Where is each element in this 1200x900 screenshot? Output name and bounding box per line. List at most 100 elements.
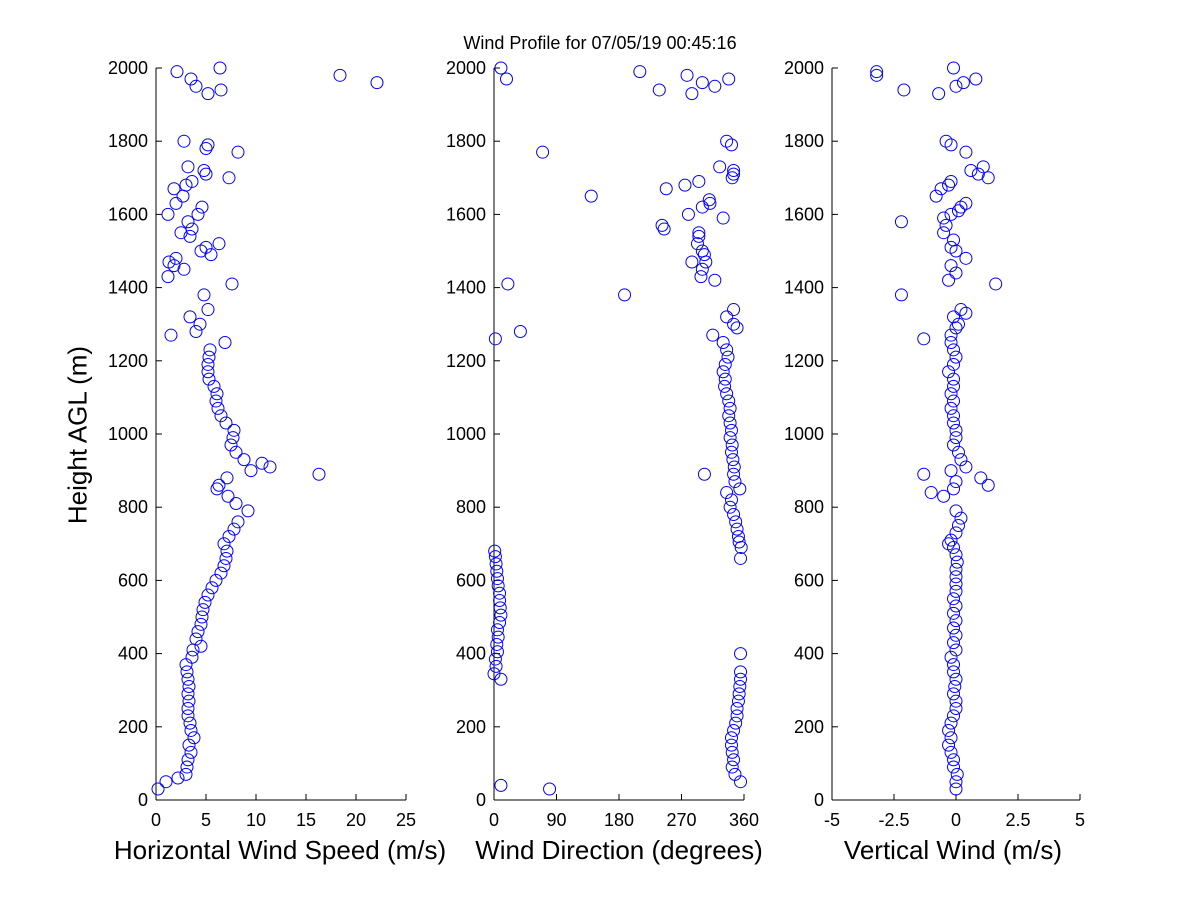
data-point (951, 204, 965, 218)
data-point (217, 559, 231, 573)
data-point (924, 486, 938, 500)
data-point (183, 310, 197, 324)
data-point (191, 625, 205, 639)
data-point (949, 694, 963, 708)
data-point (618, 288, 632, 302)
data-point (225, 277, 239, 291)
data-point (170, 65, 184, 79)
data-point (171, 771, 185, 785)
data-point (161, 207, 175, 221)
data-point (220, 471, 234, 485)
y-tick-label: 400 (794, 644, 824, 664)
data-point (255, 456, 269, 470)
data-point (210, 387, 224, 401)
data-point (181, 753, 195, 767)
data-point (725, 423, 738, 437)
data-point (944, 387, 958, 401)
y-tick-label: 0 (138, 790, 148, 810)
data-point (201, 138, 215, 152)
data-point (723, 500, 737, 514)
data-point (543, 782, 557, 796)
data-point (202, 372, 216, 386)
data-point (725, 138, 738, 152)
data-point (937, 211, 951, 225)
data-point (726, 453, 740, 467)
data-point (219, 551, 233, 565)
y-tick-label: 800 (118, 497, 148, 517)
data-point (333, 68, 347, 82)
y-tick-label: 1800 (784, 131, 824, 151)
data-point (976, 160, 990, 174)
data-point (184, 72, 198, 86)
data-point (944, 336, 958, 349)
data-point (950, 555, 964, 569)
data-point (370, 76, 384, 90)
data-point (185, 174, 199, 188)
data-point (212, 478, 226, 492)
data-point (731, 694, 745, 708)
data-point (493, 615, 507, 629)
data-point (202, 350, 216, 364)
data-point (695, 200, 709, 214)
data-point (218, 336, 232, 349)
data-point (729, 515, 743, 529)
data-point (947, 636, 961, 650)
y-tick-label: 1200 (108, 351, 148, 371)
data-point (177, 262, 191, 276)
data-point (722, 72, 736, 86)
data-point (720, 343, 734, 357)
data-point (947, 540, 961, 554)
data-point (186, 643, 200, 657)
data-point (169, 251, 183, 265)
data-point (974, 471, 988, 485)
data-point (195, 610, 209, 624)
x-tick-label: 180 (604, 810, 634, 830)
data-point (513, 325, 527, 339)
data-point (491, 630, 505, 644)
data-point (725, 738, 738, 752)
data-point (718, 379, 732, 393)
data-point (633, 65, 647, 79)
data-point (894, 215, 908, 229)
data-point (189, 325, 203, 339)
data-point (937, 489, 951, 503)
y-tick-label: 1400 (108, 278, 148, 298)
data-point (733, 680, 747, 694)
data-point (728, 475, 742, 489)
data-point (727, 753, 741, 767)
y-tick-label: 800 (794, 497, 824, 517)
data-point (989, 277, 1003, 291)
data-point (494, 61, 508, 75)
data-point (727, 317, 741, 331)
data-point (184, 745, 198, 759)
y-tick-label: 200 (794, 717, 824, 737)
data-point (947, 372, 961, 386)
data-point (180, 665, 194, 679)
data-point (932, 87, 946, 101)
y-tick-label: 400 (118, 644, 148, 664)
y-tick-label: 600 (456, 570, 486, 590)
data-point (227, 423, 241, 437)
data-point (231, 145, 245, 159)
data-point (312, 467, 326, 481)
data-point (944, 533, 958, 547)
x-axis-label-wind-speed: Horizontal Wind Speed (m/s) (113, 835, 447, 865)
data-point (947, 592, 961, 606)
data-point (947, 416, 961, 430)
x-tick-label: 270 (666, 810, 696, 830)
y-tick-label: 1800 (446, 131, 486, 151)
data-point (947, 665, 961, 679)
data-point (241, 504, 255, 518)
data-point (490, 637, 504, 651)
data-point (947, 233, 961, 247)
data-point (944, 174, 958, 188)
data-point (959, 460, 973, 474)
data-point (947, 687, 961, 701)
data-point (706, 328, 720, 342)
data-point (199, 167, 213, 181)
data-point (727, 508, 741, 522)
data-point (949, 570, 963, 584)
data-point (164, 328, 178, 342)
data-point (947, 61, 961, 75)
data-point (221, 489, 235, 503)
